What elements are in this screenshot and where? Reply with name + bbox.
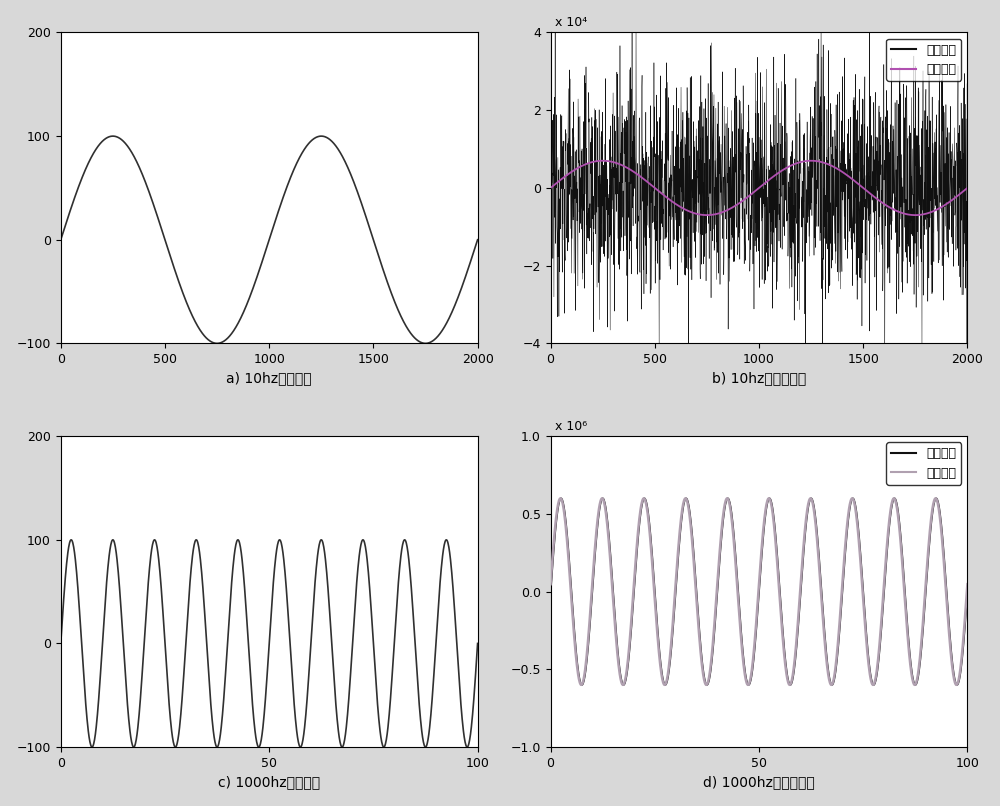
X-axis label: c) 1000hz原始信号: c) 1000hz原始信号 — [218, 775, 320, 789]
X-axis label: b) 10hz时结果对比: b) 10hz时结果对比 — [712, 372, 806, 385]
X-axis label: a) 10hz原始信号: a) 10hz原始信号 — [226, 372, 312, 385]
Legend: 计算结果, 理想结果: 计算结果, 理想结果 — [886, 39, 961, 81]
Text: x 10⁴: x 10⁴ — [555, 16, 587, 29]
Text: x 10⁶: x 10⁶ — [555, 420, 587, 433]
Legend: 计算结果, 理想结果: 计算结果, 理想结果 — [886, 442, 961, 484]
X-axis label: d) 1000hz时结果对比: d) 1000hz时结果对比 — [703, 775, 815, 789]
